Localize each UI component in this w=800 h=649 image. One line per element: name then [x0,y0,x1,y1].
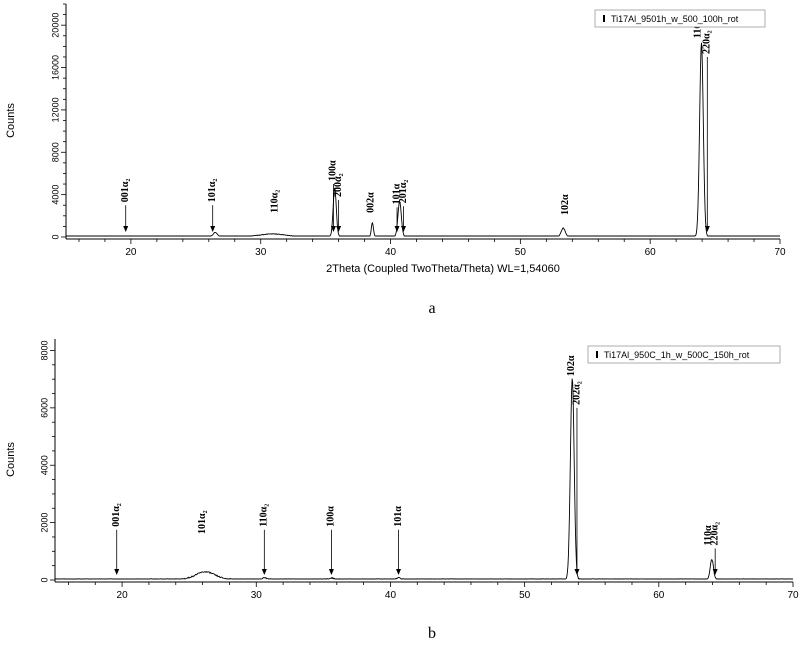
x-tick-label: 70 [774,247,786,258]
annotation-arrowhead [394,226,400,232]
peak-annotation: 101α₂ [197,510,208,534]
annotation-arrowhead [401,226,407,232]
y-tick-label: 2000 [39,513,49,533]
legend-box [594,9,766,28]
peak-annotation: 200α₂ [333,173,344,197]
peak-annotation: 220α₂ [702,30,713,54]
peak-annotation: 100α [328,160,339,181]
peak-annotation: 101α₂ [207,179,218,203]
legend-box [587,345,781,364]
y-axis-title: Counts [5,103,17,138]
annotation-arrowhead [574,569,580,575]
y-axis-title: Counts [5,442,17,477]
y-tick-label: 0 [50,234,60,239]
legend-swatch [603,15,605,22]
x-tick-label: 60 [645,247,657,258]
y-tick-label: 0 [39,577,49,582]
chart-panel-b: 20 30 40 50 60 70 0 2000 4000 6000 8000 Counts 001α₂… [5,339,799,642]
peak-annotation: 201α₂ [398,180,409,204]
annotation-arrowhead [330,226,336,232]
peak-annotation: 110α [703,525,714,545]
y-tick-label: 8000 [39,340,49,360]
y-tick-label: 4000 [50,185,60,205]
peak-annotation: 110α₂ [269,190,280,213]
y-tick-label: 20000 [50,13,60,38]
annotation-arrowhead [396,569,402,575]
annotation-arrowhead [123,226,129,232]
peak-annotation: 100α [326,506,337,527]
x-tick-label: 40 [385,590,397,601]
peak-annotation: 001α₂ [120,179,131,203]
peak-annotation: 102α [566,355,577,376]
x-axis-title: 2Theta (Coupled TwoTheta/Theta) WL=1,540… [326,263,560,275]
y-tick-label: 4000 [39,455,49,475]
panel-label: b [428,625,436,642]
peak-annotation: 102α [560,194,571,215]
peak-annotation: 001α₂ [111,503,122,527]
x-tick-label: 20 [117,590,129,601]
annotation-arrowhead [261,569,267,575]
y-tick-label: 8000 [50,142,60,162]
diffraction-series [66,42,780,237]
panel-label: a [428,300,435,317]
peak-annotation: 220α₂ [709,522,720,546]
y-tick-label: 12000 [50,97,60,122]
peak-annotation: 101α [391,183,402,204]
annotation-arrowhead [712,569,718,575]
peak-annotation: 202α₂ [571,381,582,405]
y-tick-label: 6000 [39,398,49,418]
x-tick-label: 30 [255,247,267,258]
peak-annotation: 110α₂ [259,504,270,527]
y-tick-label: 16000 [50,55,60,80]
annotation-arrowhead [210,226,216,232]
x-tick-label: 60 [653,590,665,601]
annotation-arrowhead [704,226,710,232]
chart-panel-a: 20 30 40 50 60 70 0 4000 8000 12000 16000 20000 Coun… [5,3,786,317]
x-tick-label: 40 [385,247,397,258]
peak-annotation: 110α [693,18,704,38]
legend-label: Ti17Al_9501h_w_500_100h_rot [611,14,739,24]
annotation-arrowhead [336,226,342,232]
annotation-arrowhead [328,569,334,575]
peak-annotation: 101α [393,506,404,527]
x-tick-label: 50 [515,247,527,258]
x-tick-label: 30 [251,590,263,601]
x-tick-label: 70 [787,590,799,601]
annotation-arrowhead [114,569,120,575]
peak-annotation: 002α [365,192,376,213]
x-tick-label: 50 [519,590,531,601]
legend-label: Ti17Al_950C_1h_w_500C_150h_rot [604,350,750,360]
legend-swatch [596,351,598,358]
x-tick-label: 20 [125,247,137,258]
diffraction-series [55,378,793,580]
